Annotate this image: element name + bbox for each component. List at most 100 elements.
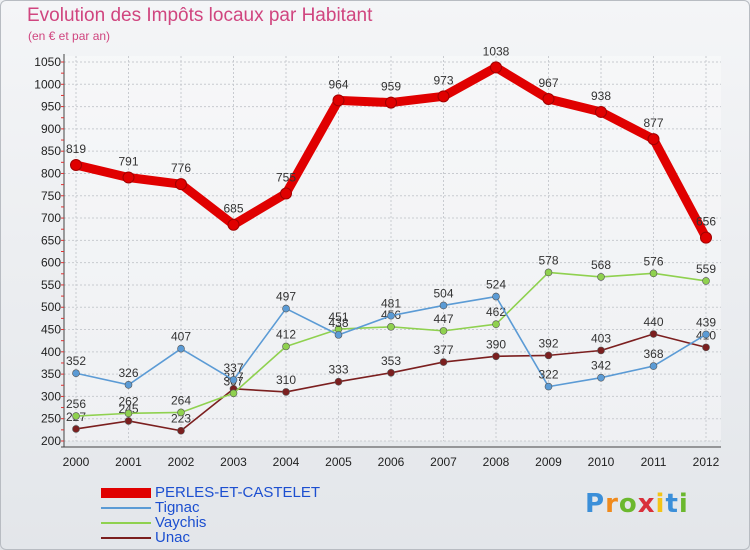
data-label: 264: [171, 393, 191, 407]
data-label: 322: [538, 368, 558, 382]
logo-letter: i: [655, 489, 666, 519]
y-tick-label: 350: [41, 367, 61, 381]
data-point: [72, 425, 80, 433]
data-label: 353: [381, 354, 401, 368]
logo-letter: o: [618, 489, 638, 519]
y-tick-label: 850: [41, 144, 61, 158]
data-label: 481: [381, 297, 401, 311]
y-tick-label: 600: [41, 256, 61, 270]
x-tick-label: 2012: [693, 455, 720, 469]
data-point: [229, 389, 238, 398]
x-tick-label: 2008: [483, 455, 510, 469]
data-label: 568: [591, 258, 611, 272]
data-label: 791: [118, 154, 138, 168]
legend-label: Unac: [155, 529, 191, 546]
x-tick-label: 2011: [641, 455, 667, 469]
data-label: 877: [643, 116, 663, 130]
y-tick-label: 700: [41, 211, 61, 225]
data-label: 447: [433, 312, 453, 326]
y-tick-label: 1050: [34, 55, 61, 69]
data-label: 407: [171, 330, 191, 344]
data-label: 755: [276, 171, 296, 185]
data-label: 326: [118, 366, 138, 380]
data-label: 656: [696, 215, 716, 229]
data-point: [385, 96, 397, 109]
data-point: [490, 61, 502, 74]
x-tick-label: 2000: [63, 455, 90, 469]
data-point: [492, 352, 500, 361]
x-tick-label: 2001: [115, 455, 142, 469]
y-tick-label: 650: [41, 233, 61, 247]
data-point: [229, 376, 238, 384]
data-label: 223: [171, 412, 191, 426]
y-tick-label: 200: [41, 434, 61, 448]
data-point: [282, 342, 290, 351]
data-point: [70, 158, 82, 171]
data-point: [492, 320, 500, 328]
data-label: 497: [276, 290, 296, 304]
data-label: 938: [591, 89, 611, 103]
legend-swatch: [101, 507, 151, 509]
logo-letter: r: [605, 489, 619, 519]
data-point: [175, 178, 187, 191]
data-label: 439: [696, 315, 716, 329]
y-tick-label: 300: [41, 389, 61, 403]
data-point: [439, 327, 448, 335]
x-tick-label: 2007: [430, 455, 457, 469]
x-tick-label: 2002: [168, 455, 195, 469]
data-label: 1038: [483, 44, 510, 58]
y-tick-label: 550: [41, 278, 61, 292]
logo-letter: P: [585, 489, 606, 519]
plot-area: [64, 56, 721, 441]
data-point: [439, 358, 448, 366]
data-label: 403: [591, 331, 611, 345]
chart-title: Evolution des Impôts locaux par Habitant: [27, 5, 373, 26]
x-tick-label: 2003: [220, 455, 247, 469]
data-label: 685: [223, 202, 243, 216]
y-tick-label: 900: [41, 122, 61, 136]
data-point: [647, 133, 660, 146]
data-label: 392: [538, 336, 558, 350]
data-label: 440: [643, 315, 663, 329]
x-tick-label: 2010: [588, 455, 615, 469]
legend-swatch: [101, 537, 151, 539]
data-label: 310: [276, 373, 296, 387]
data-label: 368: [643, 347, 663, 361]
data-point: [649, 269, 658, 278]
data-point: [280, 187, 292, 200]
data-point: [332, 94, 345, 107]
data-point: [122, 171, 135, 184]
data-label: 333: [328, 363, 348, 377]
data-point: [282, 304, 290, 313]
data-point: [702, 343, 710, 352]
data-point: [544, 268, 553, 277]
data-point: [334, 377, 343, 386]
logo-letter: x: [637, 489, 656, 519]
data-label: 964: [328, 77, 348, 91]
data-label: 819: [66, 142, 86, 156]
x-tick-label: 2004: [273, 455, 300, 469]
x-tick-label: 2006: [378, 455, 405, 469]
data-label: 256: [66, 397, 86, 411]
legend-label: Tignac: [155, 499, 200, 516]
data-point: [437, 90, 450, 103]
data-point: [544, 382, 553, 391]
data-label: 412: [276, 327, 296, 341]
legend-swatch: [101, 488, 151, 498]
data-point: [72, 369, 80, 378]
data-point: [649, 362, 658, 370]
data-label: 559: [696, 262, 716, 276]
data-label: 390: [486, 337, 506, 351]
data-point: [439, 301, 448, 310]
y-tick-label: 950: [41, 100, 61, 114]
data-label: 578: [538, 253, 558, 267]
data-point: [282, 388, 290, 396]
data-point: [227, 218, 240, 231]
data-label: 262: [118, 394, 138, 408]
legend-label: Vaychis: [155, 514, 207, 531]
data-label: 352: [66, 354, 86, 368]
data-label: 451: [328, 310, 348, 324]
data-point: [544, 351, 553, 360]
data-point: [177, 408, 185, 417]
